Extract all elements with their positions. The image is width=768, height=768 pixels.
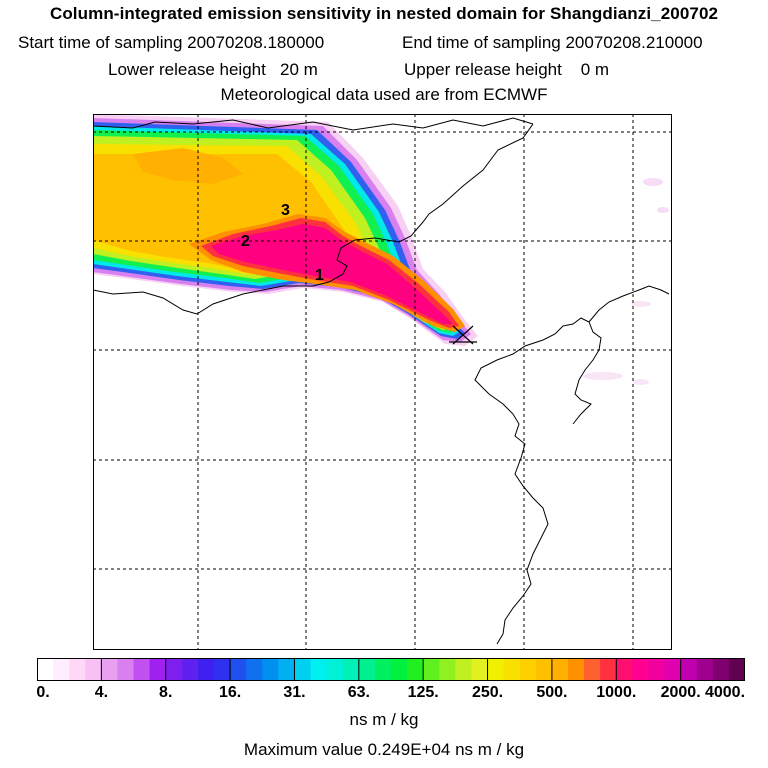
color-scale-cell <box>391 658 408 681</box>
color-scale-cell <box>342 658 360 681</box>
color-scale-cell <box>600 658 617 681</box>
color-scale-cell <box>133 658 151 681</box>
color-scale-cell <box>535 658 553 681</box>
color-scale-tick-label: 8. <box>159 684 173 701</box>
color-scale-cell <box>326 658 344 681</box>
color-scale-tick-label: 4000. <box>704 684 746 701</box>
color-scale-cell <box>294 658 312 681</box>
color-scale-bar <box>37 658 745 681</box>
lower-release-label: Lower release height 20 m <box>108 60 318 79</box>
color-scale-cell <box>230 658 247 681</box>
color-scale-cell <box>664 658 682 681</box>
color-scale-cell <box>149 658 167 681</box>
color-scale-cell <box>696 658 714 681</box>
lat-lon-grid <box>93 114 672 650</box>
color-scale-tick-label: 16. <box>218 684 242 701</box>
color-scale-tick-label: 4. <box>94 684 109 701</box>
color-scale-cell <box>487 658 505 681</box>
color-scale-cell <box>310 658 328 681</box>
color-scale-cell <box>214 658 231 681</box>
color-scale-cell <box>407 658 424 681</box>
color-scale-cell <box>165 658 183 681</box>
plume-field <box>93 114 669 385</box>
color-scale-cell <box>37 658 54 681</box>
color-scale-cell <box>246 658 263 681</box>
color-scale-tick-label: 2000. <box>660 684 701 701</box>
color-scale-cell <box>632 658 649 681</box>
maximum-value-label: Maximum value 0.249E+04 ns m / kg <box>243 740 525 759</box>
color-scale-cell <box>69 658 86 681</box>
color-scale-cell <box>471 658 489 681</box>
color-scale-cell <box>503 658 521 681</box>
color-scale-cell <box>712 658 730 681</box>
color-scale-units: ns m / kg <box>349 710 419 729</box>
color-scale-cell <box>680 658 698 681</box>
color-scale-cell <box>101 658 118 681</box>
color-scale-cell <box>551 658 569 681</box>
color-scale-cell <box>358 658 376 681</box>
color-scale-cell <box>181 658 199 681</box>
color-scale-cell <box>374 658 392 681</box>
color-scale-cell <box>423 658 440 681</box>
coastline <box>93 117 670 645</box>
color-scale-cell <box>519 658 537 681</box>
color-scale-cell <box>85 658 102 681</box>
color-scale-cell <box>616 658 633 681</box>
color-scale-cell <box>648 658 666 681</box>
met-data-label: Meteorological data used are from ECMWF <box>220 85 548 104</box>
color-scale-cell <box>584 658 601 681</box>
color-scale-cell <box>728 658 745 681</box>
color-scale-tick-label: 63. <box>347 684 370 701</box>
start-time-label: Start time of sampling 20070208.180000 <box>18 33 325 52</box>
sampling-times: Start time of sampling 20070208.180000 E… <box>0 33 768 55</box>
color-scale-cell <box>455 658 472 681</box>
color-scale-cell <box>197 658 215 681</box>
color-scale-tick-label: 0. <box>36 684 50 701</box>
upper-release-label: Upper release height 0 m <box>404 60 610 79</box>
marker-3: 3 <box>281 202 290 219</box>
sensitivity-map: 1 2 3 <box>93 114 672 650</box>
release-heights: Lower release height 20 m Upper release … <box>0 60 768 82</box>
color-scale-tick-label: 31. <box>283 684 306 701</box>
color-scale-tick-label: 250. <box>471 684 504 701</box>
end-time-label: End time of sampling 20070208.210000 <box>402 33 703 52</box>
color-scale-cell <box>53 658 70 681</box>
marker-1: 1 <box>315 267 324 284</box>
color-scale-cell <box>262 658 279 681</box>
color-scale-tick-label: 1000. <box>596 684 637 701</box>
color-scale-cell <box>117 658 135 681</box>
color-scale-cell <box>439 658 456 681</box>
map-title: Column-integrated emission sensitivity i… <box>49 4 719 23</box>
x-cross-icon <box>449 325 477 345</box>
color-scale-tick-label: 125. <box>407 684 439 701</box>
color-scale-tick-label: 500. <box>536 684 568 701</box>
color-scale-cell <box>278 658 295 681</box>
marker-2: 2 <box>241 233 250 250</box>
color-scale-cell <box>568 658 585 681</box>
